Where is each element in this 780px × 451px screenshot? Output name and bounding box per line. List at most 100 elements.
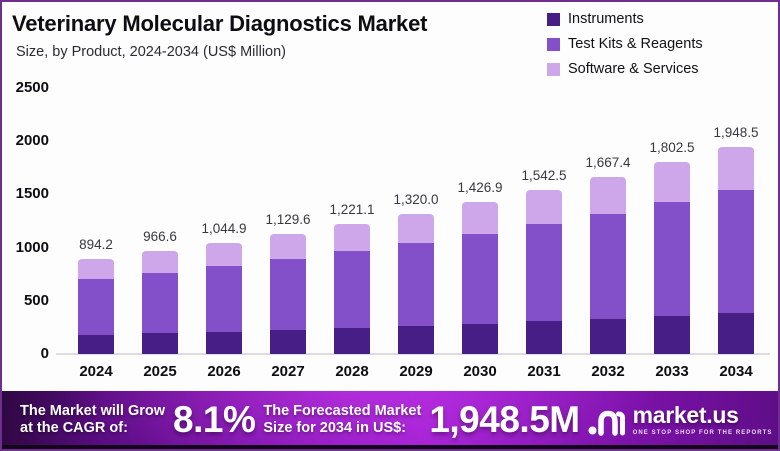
- bar-2030-segment-instruments: [462, 323, 498, 354]
- bar-2028-segment-instruments: [334, 328, 370, 354]
- bar-2034-segment-test-kits-reagents: [718, 190, 754, 313]
- bar-2025-segment-software-services: [142, 251, 178, 273]
- x-label-2033: 2033: [655, 363, 689, 380]
- legend-swatch-test-kits: [547, 37, 560, 51]
- y-tick-1500: 1500: [15, 185, 49, 203]
- cagr-label: The Market will Grow at the CAGR of:: [20, 403, 165, 437]
- plot-area: 894.2 966.6 1,044.9 1,129.6 1,221.1 1,320.0 1,…: [64, 88, 768, 354]
- bar-2028: [334, 224, 370, 354]
- bar-total-label-2031: 1,542.5: [521, 167, 567, 183]
- bar-2033-segment-software-services: [654, 162, 690, 203]
- bottom-banner: The Market will Grow at the CAGR of: 8.1…: [2, 391, 778, 449]
- bar-2034-segment-software-services: [718, 146, 754, 191]
- bar-2029-segment-instruments: [398, 325, 434, 354]
- bar-2025-segment-instruments: [142, 333, 178, 354]
- bar-2027: [270, 233, 306, 354]
- legend-item-software: Software & Services: [547, 61, 703, 77]
- bar-2032-segment-test-kits-reagents: [590, 213, 626, 319]
- bar-2024: [78, 258, 114, 354]
- bar-2029: [398, 213, 434, 354]
- cagr-label-line1: The Market will Grow: [20, 402, 166, 419]
- x-label-2025: 2025: [143, 363, 177, 380]
- bar-2029-segment-test-kits-reagents: [398, 243, 434, 326]
- bar-2031: [526, 189, 562, 354]
- bar-2032: [590, 176, 626, 354]
- forecast-label: The Forecasted Market Size for 2034 in U…: [263, 403, 421, 437]
- legend-label: Instruments: [568, 11, 644, 27]
- forecast-label-line1: The Forecasted Market: [263, 402, 422, 419]
- bar-total-label-2032: 1,667.4: [585, 154, 631, 170]
- y-tick-500: 500: [23, 291, 49, 309]
- page-subtitle: Size, by Product, 2024-2034 (US$ Million…: [16, 44, 286, 60]
- bar-group-2034: 1,948.5: [704, 88, 768, 354]
- bar-2030: [462, 202, 498, 354]
- bar-group-2025: 966.6: [128, 88, 192, 354]
- bar-group-2027: 1,129.6: [256, 88, 320, 354]
- bar-total-label-2026: 1,044.9: [201, 220, 247, 236]
- bar-2024-segment-software-services: [78, 258, 114, 279]
- bar-2028-segment-test-kits-reagents: [334, 251, 370, 328]
- x-label-2032: 2032: [591, 363, 625, 380]
- x-label-2028: 2028: [335, 363, 369, 380]
- bar-2026-segment-instruments: [206, 331, 242, 354]
- bar-group-2026: 1,044.9: [192, 88, 256, 354]
- bar-total-label-2028: 1,221.1: [329, 202, 375, 218]
- bar-2026-segment-test-kits-reagents: [206, 266, 242, 332]
- cagr-value: 8.1%: [173, 399, 256, 440]
- bar-2026-segment-software-services: [206, 242, 242, 267]
- y-tick-1000: 1000: [15, 238, 49, 256]
- x-label-2024: 2024: [79, 363, 113, 380]
- logo-text: market.us: [632, 402, 739, 428]
- logo-tagline: ONE STOP SHOP FOR THE REPORTS: [632, 430, 773, 436]
- legend-item-test-kits: Test Kits & Reagents: [547, 36, 703, 52]
- forecast-label-line2: Size for 2034 in US$:: [263, 420, 407, 436]
- bar-group-2029: 1,320.0: [384, 88, 448, 354]
- bar-2033-segment-instruments: [654, 315, 690, 354]
- bar-2031-segment-instruments: [526, 321, 562, 354]
- legend: Instruments Test Kits & Reagents Softwar…: [547, 11, 703, 77]
- bar-group-2028: 1,221.1: [320, 88, 384, 354]
- bar-total-label-2034: 1,948.5: [713, 124, 759, 140]
- x-label-2027: 2027: [271, 363, 305, 380]
- bar-group-2032: 1,667.4: [576, 88, 640, 354]
- bar-2033: [654, 162, 690, 354]
- bars-row: 894.2 966.6 1,044.9 1,129.6 1,221.1 1,320.0 1,…: [64, 88, 768, 354]
- x-axis-labels: 2024 2025 2026 2027 2028 2029 2030 2031 2032 2033…: [64, 363, 768, 380]
- legend-item-instruments: Instruments: [547, 11, 703, 27]
- x-label-2031: 2031: [527, 363, 561, 380]
- bar-total-label-2027: 1,129.6: [265, 211, 311, 227]
- marketus-logo-icon: [588, 410, 625, 436]
- forecast-value: 1,948.5M: [429, 399, 580, 440]
- x-label-2026: 2026: [207, 363, 241, 380]
- bar-2030-segment-test-kits-reagents: [462, 234, 498, 324]
- bar-total-label-2024: 894.2: [79, 236, 113, 252]
- bar-2025-segment-test-kits-reagents: [142, 272, 178, 334]
- legend-swatch-software: [547, 62, 560, 76]
- bar-2032-segment-software-services: [590, 176, 626, 214]
- bar-2026: [206, 242, 242, 354]
- chart-area: 0 500 1000 1500 2000 2500 894.2 966.6 1,044.9 1,…: [2, 79, 778, 362]
- bar-total-label-2030: 1,426.9: [457, 180, 503, 196]
- y-tick-0: 0: [40, 345, 49, 362]
- legend-label: Software & Services: [568, 61, 699, 77]
- bar-2027-segment-software-services: [270, 233, 306, 260]
- bar-2031-segment-software-services: [526, 189, 562, 225]
- bar-total-label-2029: 1,320.0: [393, 191, 439, 207]
- marketus-logo: market.us ONE STOP SHOP FOR THE REPORTS: [588, 404, 773, 436]
- x-label-2034: 2034: [719, 363, 753, 380]
- bar-2027-segment-instruments: [270, 330, 306, 354]
- bar-2032-segment-instruments: [590, 318, 626, 354]
- bar-2027-segment-test-kits-reagents: [270, 259, 306, 330]
- bar-2031-segment-test-kits-reagents: [526, 224, 562, 322]
- y-axis: 0 500 1000 1500 2000 2500: [2, 79, 49, 362]
- bar-2034: [718, 146, 754, 354]
- bar-2033-segment-test-kits-reagents: [654, 202, 690, 316]
- bar-total-label-2033: 1,802.5: [649, 140, 695, 156]
- bottom-border-strip: [2, 445, 778, 449]
- bar-total-label-2025: 966.6: [143, 229, 177, 245]
- x-label-2029: 2029: [399, 363, 433, 380]
- x-label-2030: 2030: [463, 363, 497, 380]
- x-axis-line: [56, 353, 770, 355]
- bar-group-2031: 1,542.5: [512, 88, 576, 354]
